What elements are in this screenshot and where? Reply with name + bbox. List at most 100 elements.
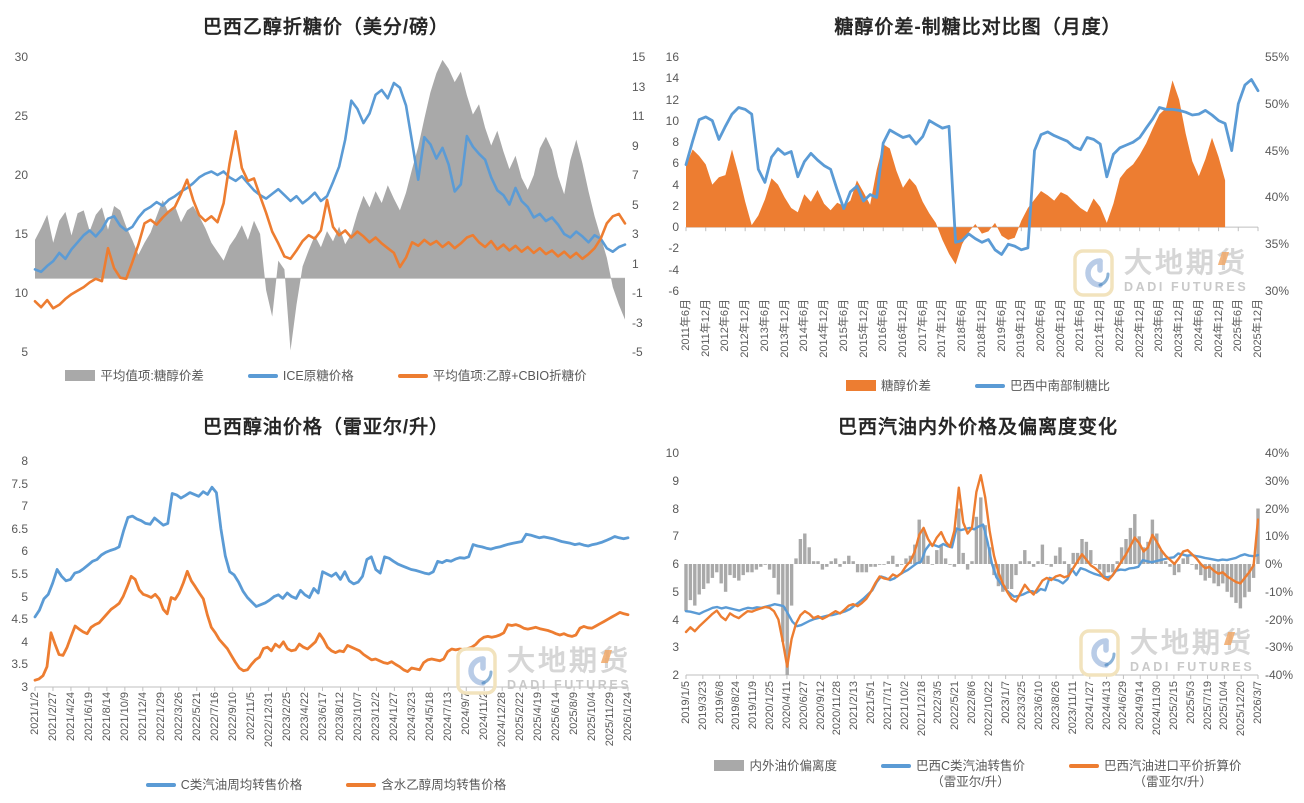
x-axis-label: 2023年6月 <box>1153 299 1166 352</box>
legend-label: 巴西C类汽油转售价 （雷亚尔/升） <box>915 759 1026 789</box>
y-axis-tick-left: 5.5 <box>11 567 28 581</box>
y-axis-tick-left: 10 <box>665 446 679 460</box>
y-axis-tick-left: 7.5 <box>11 476 28 491</box>
y-axis-tick-left: 6.5 <box>11 521 28 536</box>
x-axis-label: 2019年6月 <box>995 299 1008 352</box>
x-axis-label: 2024/9/7 <box>460 692 473 735</box>
x-axis-label: 2023/2/25 <box>280 692 293 741</box>
x-axis-label: 2024年6月 <box>1192 299 1205 352</box>
x-axis-label: 2018年12月 <box>975 299 988 358</box>
x-axis-label: 2022/3/5 <box>932 681 945 724</box>
x-axis-label: 2024/7/13 <box>442 692 455 741</box>
x-axis-label: 2011年12月 <box>699 299 712 357</box>
x-axis-label: 2019/11/9 <box>747 681 760 730</box>
chart-title: 巴西乙醇折糖价（美分/磅） <box>202 17 450 38</box>
x-axis-label: 2023/1/7 <box>999 681 1012 724</box>
x-axis-label: 2015年12月 <box>857 299 870 358</box>
x-axis-label: 2019/1/5 <box>680 681 692 724</box>
legend-item: 内外油价偏离度 <box>714 758 837 774</box>
y-axis-tick-right: 1 <box>632 256 639 271</box>
x-axis-label: 2021/4/24 <box>64 692 77 741</box>
x-axis-label: 2014年6月 <box>798 299 811 352</box>
y-axis-tick-right: 10% <box>1265 529 1290 544</box>
y-axis-tick-left: 2 <box>672 198 679 213</box>
x-axis-label: 2024/11/2 <box>478 692 491 741</box>
x-axis-label: 2022/9/10 <box>226 692 239 741</box>
legend-swatch-blue <box>880 764 911 768</box>
x-axis-label: 2024/4/13 <box>1100 681 1113 730</box>
x-axis-label: 2024年12月 <box>1212 299 1225 358</box>
chart-plot-3 <box>33 485 630 691</box>
y-axis-tick-right: -20% <box>1265 612 1294 627</box>
y-axis-tick-left: 16 <box>665 50 679 64</box>
x-axis-label: 2023/12/2 <box>370 692 383 741</box>
x-axis-label: 2023年12月 <box>1173 299 1186 358</box>
y-axis-tick-left: 4 <box>21 634 28 649</box>
y-axis-tick-left: 10 <box>665 113 679 128</box>
legend-item: 含水乙醇周均转售价格 <box>346 777 506 793</box>
y-axis-tick-right: 35% <box>1265 237 1290 252</box>
x-axis-label: 2012年12月 <box>739 299 752 358</box>
chart-plot-2 <box>684 78 1260 265</box>
y-axis-tick-left: 8 <box>21 454 28 468</box>
y-axis-tick-left: 7 <box>21 499 28 514</box>
x-axis-label: 2020年6月 <box>1035 299 1048 352</box>
legend-item: C类汽油周均转售价格 <box>145 777 303 793</box>
x-axis-label: 2014年12月 <box>818 299 831 358</box>
legend-swatch-gray <box>65 370 96 381</box>
chart-panel-4: 巴西汽油内外价格及偏离度变化 10 9 8 7 6 5 4 3 2 40% 30% 20% 10% 0% -1… <box>652 400 1304 803</box>
x-axis-label: 2021年12月 <box>1094 299 1107 358</box>
x-axis-label: 2021/7/17 <box>881 681 894 730</box>
x-axis-label: 2025/8/9 <box>568 692 581 735</box>
y-axis-tick-right: -30% <box>1265 640 1294 655</box>
y-axis-tick-left: 3 <box>21 680 28 694</box>
legend-swatch-orange <box>845 380 876 391</box>
chart-title: 巴西汽油内外价格及偏离度变化 <box>837 417 1118 438</box>
y-axis-tick-right: 30% <box>1265 284 1290 298</box>
x-axis-label: 2019/8/24 <box>730 681 743 730</box>
x-axis-label: 2021/2/27 <box>46 692 59 741</box>
y-axis-tick-right: 9 <box>632 138 639 153</box>
legend-swatch-gray <box>714 760 745 771</box>
x-axis-label: 2023/6/17 <box>316 692 329 741</box>
series-line-C类汽油周均转售价格 <box>33 485 630 619</box>
y-axis-tick-right: 55% <box>1265 50 1290 64</box>
x-axis-label: 2016年6月 <box>877 299 890 352</box>
series-line-含水乙醇周均转售价格 <box>33 569 630 682</box>
x-axis-label: 2024/3/23 <box>406 692 419 741</box>
y-axis-tick-right: 50% <box>1265 96 1290 111</box>
x-axis-label: 2025/12/20 <box>1235 681 1248 737</box>
x-axis-label: 2025年12月 <box>1252 299 1264 358</box>
x-axis-label: 2020/6/27 <box>797 681 810 730</box>
x-axis-label: 2026/1/24 <box>622 692 634 741</box>
x-axis-label: 2019年12月 <box>1015 299 1028 358</box>
y-axis-tick-left: 25 <box>14 109 28 123</box>
x-axis-label: 2022年6月 <box>1113 299 1126 352</box>
chart-legend: C类汽油周均转售价格 含水乙醇周均转售价格 <box>0 777 652 793</box>
y-axis-tick-right: 5 <box>632 197 639 212</box>
legend-label: ICE原糖价格 <box>282 369 354 383</box>
x-axis-label: 2023/8/26 <box>1050 681 1063 730</box>
y-axis-tick-left: 4 <box>672 612 679 627</box>
y-axis-tick-left: 4.5 <box>11 612 28 627</box>
x-axis-label: 2025/10/4 <box>586 692 599 741</box>
legend-swatch-blue <box>975 384 1005 388</box>
x-axis-label: 2021/6/19 <box>82 692 95 741</box>
x-axis-label: 2025/4/19 <box>532 692 545 741</box>
chart-title: 糖醇价差-制糖比对比图（月度） <box>834 17 1122 38</box>
y-axis-tick-left: -4 <box>668 262 679 277</box>
legend-label: C类汽油周均转售价格 <box>180 778 303 792</box>
y-axis-tick-left: 10 <box>14 286 28 300</box>
x-axis-label: 2022/5/21 <box>190 692 203 741</box>
legend-swatch-orange <box>1069 764 1100 768</box>
x-axis-label: 2025/11/29 <box>604 692 617 747</box>
y-axis-tick-right: -1 <box>632 286 643 300</box>
y-axis-tick-right: -3 <box>632 315 643 330</box>
y-axis-tick-left: 6 <box>21 544 28 559</box>
legend-item: 糖醇价差 <box>845 378 931 394</box>
y-axis-tick-right: 15 <box>632 50 646 64</box>
x-axis-label: 2024/11/30 <box>1151 681 1164 736</box>
chart-panel-1: 巴西乙醇折糖价（美分/磅） 30 25 20 15 10 5 15 13 11 9 7 5 3 1 -1 -3 -… <box>0 0 652 400</box>
x-axis-label: 2020/4/11 <box>780 681 793 730</box>
y-axis-tick-left: 5 <box>21 589 28 604</box>
